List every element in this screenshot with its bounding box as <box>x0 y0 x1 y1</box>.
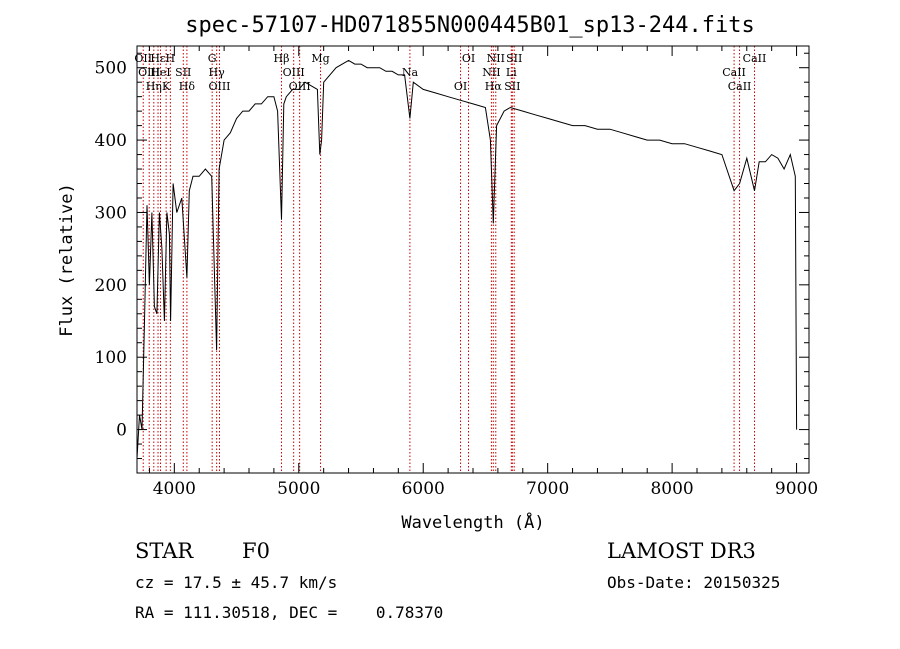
observation-date: Obs-Date: 20150325 <box>607 573 781 592</box>
line-marker-label: Hγ <box>209 66 226 79</box>
line-marker-label: OI <box>462 52 475 65</box>
line-marker-label: Li <box>506 66 517 79</box>
spectrum-line <box>136 59 798 459</box>
line-markers <box>142 46 755 473</box>
line-marker-label: Hη <box>146 80 162 93</box>
y-tick-label: 0 <box>116 421 127 441</box>
line-marker-labels: OIIOIIIHηHεHeIKHSIIHδGHγOIIIHβOIIIOIIIMg… <box>134 52 766 93</box>
line-marker-label: Na <box>402 66 419 79</box>
line-marker-label: CaII <box>722 66 746 79</box>
coordinates: RA = 111.30518, DEC = 0.78370 <box>135 603 444 622</box>
y-axis-label: Flux (relative) <box>57 183 77 337</box>
line-marker-label: Hβ <box>274 52 290 65</box>
y-tick-label: 300 <box>95 203 127 223</box>
line-marker-label: NII <box>482 66 500 79</box>
line-marker-label: OII <box>134 52 152 65</box>
x-tick-label: 8000 <box>650 479 693 499</box>
line-marker-label: OIII <box>138 66 160 79</box>
line-marker-label: K <box>162 80 171 93</box>
line-marker-label: OIII <box>289 80 311 93</box>
chart-title: spec-57107-HD071855N000445B01_sp13-244.f… <box>185 13 755 38</box>
line-marker-label: Hε <box>150 52 166 65</box>
spectral-subclass: F0 <box>242 539 270 563</box>
line-marker-label: Hα <box>485 80 503 93</box>
y-tick-label: 500 <box>95 59 127 79</box>
line-marker-label: OI <box>454 80 467 93</box>
line-marker-label: CaII <box>743 52 767 65</box>
x-tick-label: 9000 <box>775 479 818 499</box>
line-marker-label: CaII <box>728 80 752 93</box>
line-marker-label: Mg <box>311 52 329 65</box>
line-marker-label: NII <box>487 52 505 65</box>
x-tick-label: 6000 <box>402 479 445 499</box>
line-marker-label: G <box>208 52 217 65</box>
line-marker-label: OIII <box>283 66 305 79</box>
x-tick-label: 5000 <box>277 479 320 499</box>
y-tick-label: 200 <box>95 276 127 296</box>
line-marker-label: SII <box>175 66 191 79</box>
line-marker-label: SII <box>506 52 522 65</box>
survey-name: LAMOST DR3 <box>607 539 756 563</box>
line-marker-label: Hδ <box>179 80 196 93</box>
x-axis-ticks: 4000 5000 6000 7000 8000 9000 <box>148 46 818 499</box>
redshift-cz: cz = 17.5 ± 45.7 km/s <box>135 573 338 592</box>
object-class: STAR <box>135 539 194 563</box>
line-marker-label: HeI <box>150 66 170 79</box>
line-marker-label: SII <box>504 80 520 93</box>
line-marker-label: OIII <box>208 80 230 93</box>
x-tick-label: 7000 <box>526 479 569 499</box>
y-axis-ticks: 0 100 200 300 400 500 <box>95 52 809 460</box>
y-tick-label: 400 <box>95 131 127 151</box>
plot-frame <box>136 45 810 474</box>
x-axis-label: Wavelength (Å) <box>401 511 544 533</box>
line-marker-label: H <box>166 52 176 65</box>
x-tick-label: 4000 <box>153 479 196 499</box>
y-tick-label: 100 <box>95 348 127 368</box>
